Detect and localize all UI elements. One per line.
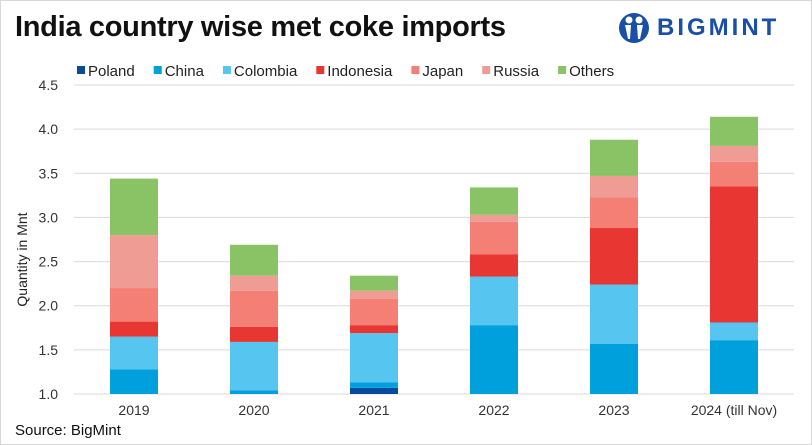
source-note: Source: BigMint	[15, 422, 121, 439]
x-tick-label: 2024 (till Nov)	[691, 402, 777, 418]
bar-segment-japan-2023	[590, 197, 638, 229]
bar-segment-others-2024	[710, 116, 758, 146]
bar-segment-others-2023	[590, 139, 638, 176]
y-tick-label: 3.0	[39, 209, 59, 225]
bar-segment-russia-2019	[110, 235, 158, 289]
legend-swatch-others	[558, 66, 567, 74]
bar-segment-japan-2019	[110, 288, 158, 322]
legend-swatch-indonesia	[316, 66, 325, 74]
y-tick-label: 2.0	[39, 298, 59, 314]
bar-segment-indonesia-2019	[110, 321, 158, 337]
bar-segment-japan-2021	[350, 298, 398, 326]
y-tick-label: 4.0	[39, 121, 59, 137]
y-tick-label: 2.5	[39, 254, 59, 270]
bar-segment-colombia-2022	[470, 276, 518, 326]
x-tick-label: 2023	[598, 402, 629, 418]
bigmint-people-icon	[619, 13, 649, 43]
bar-segment-japan-2022	[470, 221, 518, 255]
x-tick-label: 2019	[118, 402, 149, 418]
legend-swatch-china	[153, 66, 162, 74]
bar-segment-china-2019	[110, 369, 158, 394]
legend-label-poland: Poland	[88, 63, 135, 80]
bar-segment-china-2024	[710, 340, 758, 394]
legend-label-japan: Japan	[422, 63, 463, 80]
bar-segment-indonesia-2022	[470, 254, 518, 277]
y-tick-label: 1.0	[39, 386, 59, 402]
bar-segment-japan-2020	[230, 290, 278, 327]
bar-segment-others-2020	[230, 244, 278, 276]
bar-segment-indonesia-2023	[590, 228, 638, 285]
bar-segment-china-2021	[350, 382, 398, 388]
bar-segment-others-2022	[470, 187, 518, 215]
legend-label-colombia: Colombia	[234, 63, 298, 80]
logo-text: BIGMINT	[657, 14, 780, 41]
bar-segment-russia-2021	[350, 290, 398, 299]
bar-segment-china-2020	[230, 390, 278, 394]
bar-segment-indonesia-2020	[230, 326, 278, 342]
bar-segment-japan-2024	[710, 161, 758, 187]
x-tick-label: 2022	[478, 402, 509, 418]
legend-swatch-russia	[482, 66, 491, 74]
legend-swatch-poland	[77, 66, 85, 74]
bar-segment-indonesia-2024	[710, 186, 758, 323]
bar-segment-poland-2021	[350, 387, 398, 394]
legend-label-indonesia: Indonesia	[327, 63, 393, 80]
legend-swatch-japan	[411, 66, 420, 74]
bar-segment-china-2022	[470, 325, 518, 394]
bar-segment-colombia-2023	[590, 284, 638, 344]
bar-segment-china-2023	[590, 343, 638, 394]
chart-title: India country wise met coke imports	[15, 11, 506, 43]
legend-swatch-colombia	[222, 66, 231, 74]
x-tick-label: 2021	[358, 402, 389, 418]
legend-label-others: Others	[569, 63, 614, 80]
bar-segment-colombia-2019	[110, 336, 158, 370]
bar-segment-russia-2022	[470, 214, 518, 222]
bar-segment-russia-2020	[230, 275, 278, 291]
bigmint-logo: BIGMINT	[619, 11, 779, 45]
bar-segment-others-2021	[350, 275, 398, 291]
bar-segment-russia-2024	[710, 145, 758, 162]
y-tick-label: 1.5	[39, 342, 59, 358]
y-tick-label: 3.5	[39, 165, 59, 181]
bar-segment-russia-2023	[590, 175, 638, 198]
bar-segment-colombia-2021	[350, 333, 398, 383]
x-tick-label: 2020	[238, 402, 269, 418]
bar-segment-others-2019	[110, 178, 158, 236]
y-axis-label: Quantity in Mnt	[14, 212, 30, 306]
bar-segment-colombia-2020	[230, 341, 278, 391]
legend-label-china: China	[165, 63, 205, 80]
legend-label-russia: Russia	[493, 63, 540, 80]
bar-segment-colombia-2024	[710, 322, 758, 341]
y-tick-label: 4.5	[39, 77, 59, 93]
bar-segment-indonesia-2021	[350, 325, 398, 334]
stacked-bar-chart: 1.0 1.5 2.0 2.5 3.0 3.5 4.0 4.5 Quantity in Mnt 2…	[14, 63, 794, 418]
